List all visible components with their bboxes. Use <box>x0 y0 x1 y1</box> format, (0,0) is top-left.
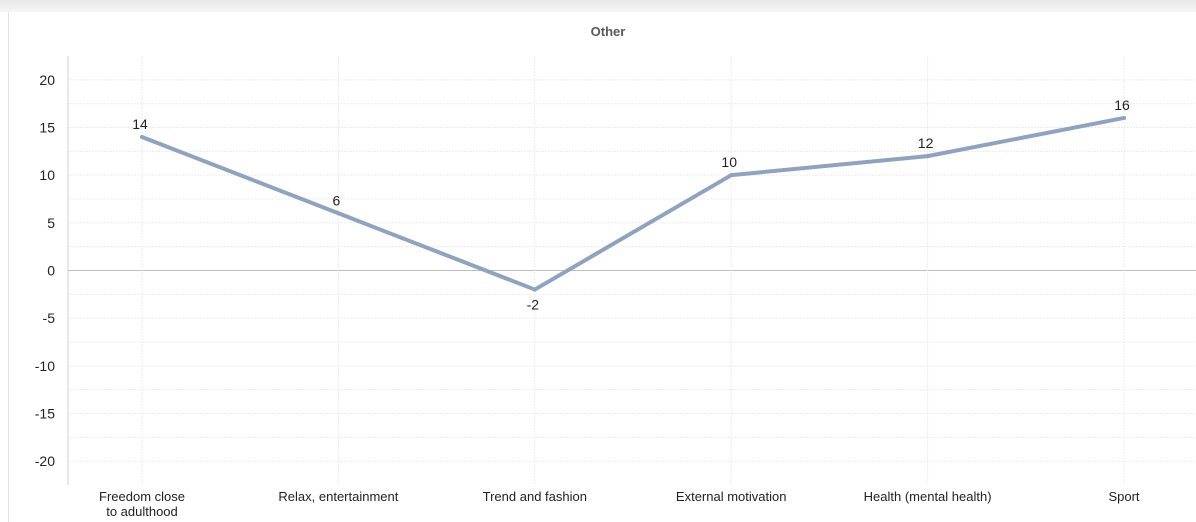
data-label: 6 <box>333 192 341 208</box>
y-tick-label: -20 <box>35 453 55 469</box>
x-tick-label: Relax, entertainment <box>278 489 398 504</box>
data-label: 16 <box>1114 97 1130 113</box>
x-tick-label: Freedom close to adulthood <box>99 489 185 519</box>
x-tick-label: External motivation <box>676 489 787 504</box>
x-tick-label: Trend and fashion <box>483 489 587 504</box>
series-line <box>140 115 1126 292</box>
x-tick-label: Sport <box>1108 489 1139 504</box>
data-point <box>336 211 341 216</box>
top-bar <box>0 0 1196 12</box>
data-point <box>140 135 144 140</box>
data-label: 12 <box>918 135 934 151</box>
left-border <box>8 12 9 522</box>
data-point <box>729 173 734 178</box>
data-label: 14 <box>132 116 148 132</box>
data-point <box>925 154 930 159</box>
data-label: 10 <box>721 154 737 170</box>
chart-title: Other <box>590 24 626 39</box>
y-tick-label: -15 <box>35 406 55 422</box>
data-point <box>532 287 537 292</box>
x-tick-label: Health (mental health) <box>864 489 992 504</box>
y-tick-label: 10 <box>39 167 55 183</box>
y-tick-label: -10 <box>35 358 55 374</box>
data-label: -2 <box>527 297 540 313</box>
y-tick-label: 5 <box>47 215 55 231</box>
y-tick-label: 0 <box>47 263 55 279</box>
data-point <box>1122 115 1126 120</box>
y-tick-label: -5 <box>43 310 56 326</box>
y-tick-label: 15 <box>39 120 55 136</box>
y-tick-label: 20 <box>39 72 55 88</box>
